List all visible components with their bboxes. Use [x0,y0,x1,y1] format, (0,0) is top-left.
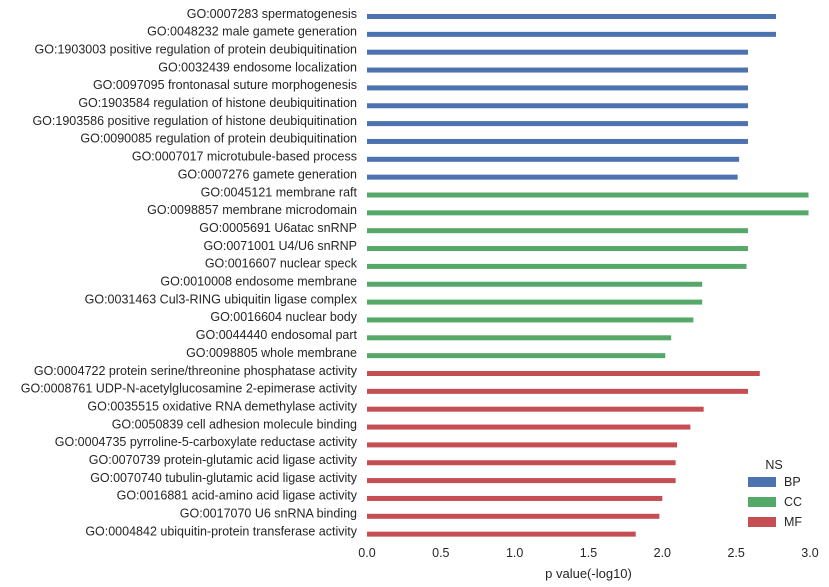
bar [367,192,809,198]
bar [367,174,738,180]
bar [367,67,748,73]
bar [367,531,636,537]
category-label: GO:0007283 spermatogenesis [187,7,357,21]
category-label: GO:0016881 acid-amino acid ligase activi… [117,489,358,503]
x-tick-label: 3.0 [801,546,818,560]
category-label: GO:0005691 U6atac snRNP [199,221,357,235]
category-labels-group: GO:0007283 spermatogenesis GO:0048232 mal… [21,7,358,539]
category-label: GO:0010008 endosome membrane [160,275,357,289]
bar [367,335,672,341]
x-tick-label: 0.5 [432,546,449,560]
category-label: GO:0098857 membrane microdomain [147,203,357,217]
bar [367,495,663,501]
bar [367,85,748,91]
bar [367,121,748,127]
category-label: GO:0007276 gamete generation [178,167,357,181]
category-label: GO:0097095 frontonasal suture morphogene… [93,78,357,92]
bar [367,424,691,430]
category-label: GO:0048232 male gamete generation [147,25,357,39]
bar [367,460,676,466]
category-label: GO:0004722 protein serine/threonine phos… [34,364,358,378]
legend-title: NS [765,458,782,472]
legend-swatch [748,497,776,507]
bar [367,228,748,234]
legend-label: BP [784,475,801,489]
x-tick-label: 0.0 [358,546,375,560]
bar [367,103,748,109]
category-label: GO:0070740 tubulin-glutamic acid ligase … [90,471,358,485]
bar [367,14,777,19]
bar [367,156,740,162]
bar [367,263,747,269]
category-label: GO:0045121 membrane raft [201,185,358,199]
legend-swatch [748,477,776,487]
legend-label: MF [784,515,802,529]
category-label: GO:0035515 oxidative RNA demethylase act… [87,399,357,413]
category-label: GO:0098805 whole membrane [186,346,357,360]
category-label: GO:0070739 protein-glutamic acid ligase … [89,453,358,467]
legend-label: CC [784,495,802,509]
bar [367,31,777,37]
bar [367,210,809,216]
x-axis-label: p value(-log10) [545,566,632,581]
category-label: GO:0090085 regulation of protein deubiqu… [80,132,357,146]
x-tick-label: 2.0 [654,546,671,560]
category-label: GO:1903584 regulation of histone deubiqu… [78,96,357,110]
category-label: GO:1903003 positive regulation of protei… [35,42,357,56]
bar [367,246,748,252]
category-label: GO:0016604 nuclear body [210,310,357,324]
category-label: GO:0007017 microtubule-based process [132,150,357,164]
bar [367,371,760,376]
category-label: GO:0004842 ubiquitin-protein transferase… [85,524,357,538]
x-tick-label: 2.5 [727,546,744,560]
bar [367,388,748,394]
bars-group [367,14,809,537]
x-tick-labels-group: 0.0 0.5 1.0 1.5 2.0 2.5 3.0 [358,546,818,560]
bar [367,513,660,519]
bar [367,299,703,305]
bar [367,138,748,144]
category-label: GO:0016607 nuclear speck [205,257,358,271]
bar [367,406,704,412]
bar [367,353,666,359]
category-label: GO:0004735 pyrroline-5-carboxylate reduc… [55,435,358,449]
bar [367,478,676,484]
category-label: GO:0071001 U4/U6 snRNP [203,239,357,253]
legend: NS BP CC MF [748,458,802,529]
category-label: GO:0032439 endosome localization [158,60,357,74]
bar [367,281,703,287]
category-label: GO:0017070 U6 snRNA binding [180,507,357,521]
x-tick-label: 1.0 [506,546,523,560]
legend-swatch [748,517,776,527]
category-label: GO:1903586 positive regulation of histon… [32,114,357,128]
bar [367,442,678,448]
bar [367,49,748,55]
x-tick-label: 1.5 [580,546,597,560]
category-label: GO:0050839 cell adhesion molecule bindin… [112,417,357,431]
category-label: GO:0031463 Cul3-RING ubiquitin ligase co… [85,292,358,306]
category-label: GO:0044440 endosomal part [196,328,358,342]
bar [367,317,694,323]
category-label: GO:0008761 UDP-N-acetylglucosamine 2-epi… [21,382,358,396]
